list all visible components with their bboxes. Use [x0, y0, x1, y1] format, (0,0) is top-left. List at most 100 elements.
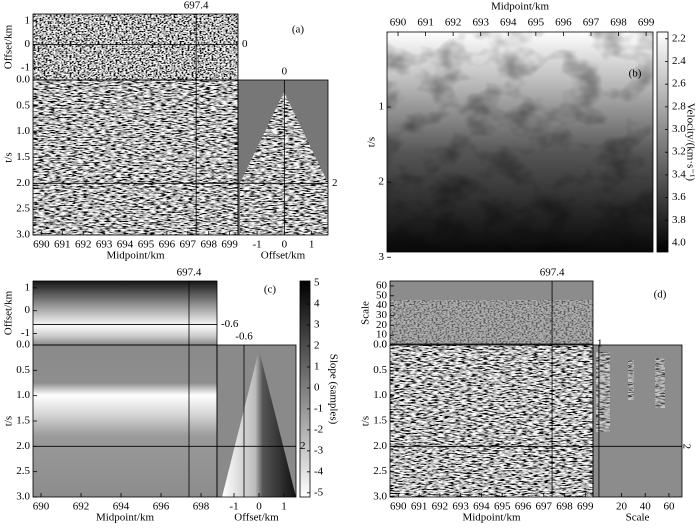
y-tick-label: 3.0 — [16, 229, 30, 241]
x-tick-label: 1 — [309, 239, 315, 251]
x-tick-label: 692 — [445, 17, 462, 29]
slice-label: 2 — [680, 444, 692, 450]
colorbar-tick-label: 3.8 — [672, 214, 686, 226]
x-tick-label: 697 — [180, 239, 197, 251]
y-tick-label: 1 — [25, 15, 31, 27]
image — [33, 80, 238, 235]
y-tick-label: 3.0 — [373, 491, 387, 503]
x-tick-label: 699 — [577, 501, 594, 513]
y-tick-label: 0 — [25, 38, 31, 50]
y-tick-label: 3.0 — [16, 491, 30, 503]
x-tick-label: 698 — [556, 501, 573, 513]
y-tick-label: 2 — [379, 176, 385, 188]
x-tick-label: 698 — [610, 17, 627, 29]
axis-label: Slope (samples) — [327, 354, 339, 425]
x-tick-label: 698 — [200, 239, 217, 251]
image — [33, 345, 217, 497]
y-tick-label: 0 — [382, 339, 388, 351]
panel-label: (d) — [654, 289, 667, 301]
colorbar-tick-label: 2.4 — [672, 55, 686, 67]
panel-label: (b) — [629, 68, 642, 80]
axis-label: Offset/km — [234, 512, 279, 524]
axis-label: Offset/km — [3, 290, 15, 335]
x-tick-label: 693 — [96, 239, 113, 251]
image — [222, 350, 296, 497]
colorbar-tick-label: 4 — [314, 298, 320, 310]
x-tick-label: 692 — [432, 501, 449, 513]
colorbar-tick-label: 2.6 — [672, 78, 686, 90]
colorbar-tick-label: 4.0 — [672, 236, 686, 248]
y-tick-label: 30 — [376, 309, 388, 321]
x-tick-label: 694 — [113, 501, 130, 513]
y-tick-label: 1 — [25, 281, 31, 293]
slice-label: 697.4 — [540, 267, 565, 279]
x-tick-label: 696 — [515, 501, 532, 513]
axis-label: Midpoint/km — [462, 512, 521, 524]
colorbar-tick-label: 3.6 — [672, 191, 686, 203]
x-tick-label: 693 — [452, 501, 469, 513]
image — [33, 14, 238, 80]
panel-label: (a) — [292, 24, 305, 36]
x-tick-label: 693 — [472, 17, 489, 29]
colorbar-tick-label: 3.2 — [672, 146, 686, 158]
y-tick-label: 1.0 — [16, 125, 30, 137]
x-tick-label: 690 — [33, 239, 50, 251]
colorbar-tick-label: 3.4 — [672, 168, 686, 180]
axis-label: Offset/km — [261, 250, 306, 262]
slice-label: -0.6 — [235, 331, 253, 343]
axis-label: Velocity/(km·s⁻¹) — [684, 103, 696, 181]
slice-label: 697.4 — [177, 267, 202, 279]
y-tick-label: -1 — [21, 62, 30, 74]
image — [390, 300, 593, 345]
colorbar-tick-label: 5 — [314, 277, 320, 289]
x-tick-label: 699 — [638, 17, 655, 29]
x-tick-label: 695 — [528, 17, 545, 29]
colorbar-tick-label: -1 — [314, 402, 323, 414]
x-tick-label: 694 — [117, 239, 134, 251]
x-tick-label: 60 — [663, 501, 675, 513]
axis-label: Midpoint/km — [491, 1, 550, 13]
slice-label: 1 — [597, 338, 603, 350]
y-tick-label: 1.5 — [16, 151, 30, 163]
y-tick-label: 1 — [379, 101, 385, 113]
slice-label: 697.4 — [184, 0, 209, 12]
x-tick-label: 696 — [159, 239, 176, 251]
x-tick-label: 0 — [282, 239, 288, 251]
y-tick-label: 3 — [379, 251, 385, 263]
x-tick-label: 691 — [411, 501, 428, 513]
colorbar-tick-label: -3 — [314, 444, 324, 456]
colorbar — [656, 31, 669, 253]
axis-label: Offset/km — [3, 24, 15, 69]
x-tick-label: 699 — [221, 239, 238, 251]
axis-label: t/s — [3, 416, 15, 426]
x-tick-label: 696 — [555, 17, 572, 29]
colorbar-tick-label: 3.0 — [672, 123, 686, 135]
colorbar — [299, 280, 311, 498]
panel-label: (c) — [264, 284, 277, 296]
y-tick-label: 0.5 — [373, 364, 387, 376]
y-tick-label: 1.0 — [373, 389, 387, 401]
y-tick-label: 0.5 — [16, 99, 30, 111]
y-tick-label: 2.5 — [16, 465, 30, 477]
x-tick-label: 1 — [281, 501, 287, 513]
x-tick-label: 0 — [256, 501, 262, 513]
slice-label: 0 — [242, 38, 248, 50]
colorbar-tick-label: 3 — [314, 319, 320, 331]
x-tick-label: 697 — [536, 501, 553, 513]
y-tick-label: 0.0 — [16, 339, 30, 351]
image — [655, 358, 665, 408]
image — [33, 281, 217, 345]
colorbar-tick-label: -5 — [314, 486, 324, 498]
image — [387, 32, 653, 252]
y-tick-label: 0.0 — [373, 339, 387, 351]
colorbar-tick-label: 0 — [314, 381, 320, 393]
y-tick-label: 50 — [376, 289, 388, 301]
image — [628, 360, 634, 400]
y-tick-label: 1.5 — [373, 415, 387, 427]
x-tick-label: 695 — [494, 501, 511, 513]
y-tick-label: 2.0 — [16, 440, 30, 452]
x-tick-label: 692 — [75, 239, 92, 251]
y-tick-label: 0.0 — [16, 74, 30, 86]
x-tick-label: 695 — [138, 239, 155, 251]
